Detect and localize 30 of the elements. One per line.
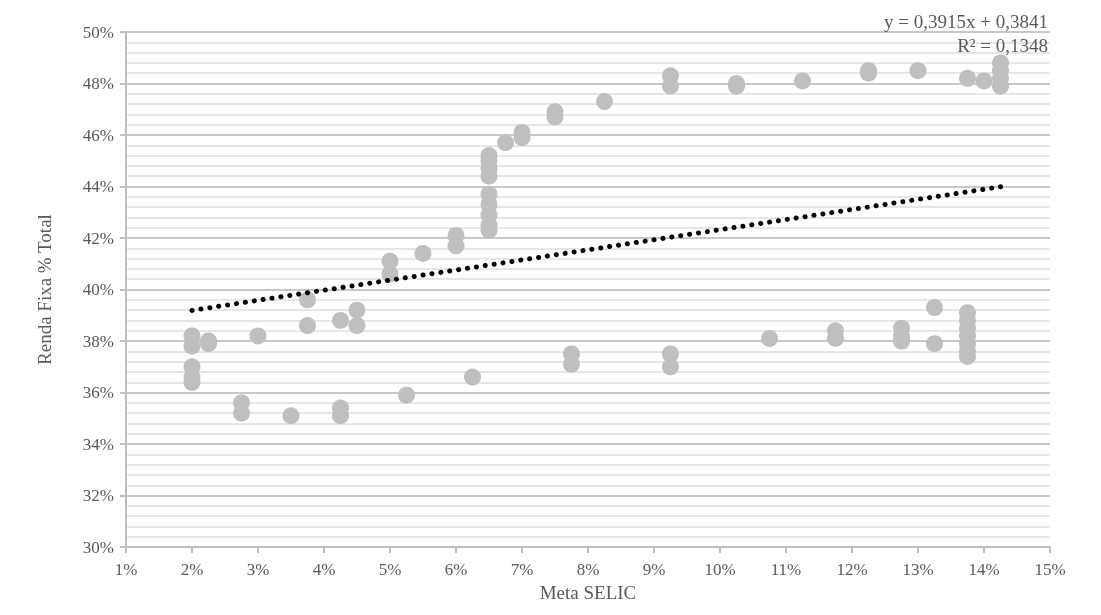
x-tick-label: 8%	[576, 560, 600, 580]
y-tick-label: 36%	[82, 383, 114, 403]
x-tick-label: 5%	[378, 560, 402, 580]
x-tick-label: 1%	[114, 560, 138, 580]
x-tick-label: 7%	[510, 560, 534, 580]
x-tick-label: 13%	[902, 560, 934, 580]
x-tick-label: 2%	[180, 560, 204, 580]
x-tick-label: 12%	[836, 560, 868, 580]
x-tick-label: 6%	[444, 560, 468, 580]
x-tick-label: 11%	[770, 560, 802, 580]
x-tick-label: 3%	[246, 560, 270, 580]
y-tick-label: 30%	[82, 537, 114, 557]
y-tick-label: 40%	[82, 280, 114, 300]
x-axis-title: Meta SELIC	[539, 582, 637, 603]
y-tick-label: 32%	[82, 486, 114, 506]
x-tick-label: 4%	[312, 560, 336, 580]
y-tick-label: 42%	[82, 228, 114, 248]
y-tick-label: 34%	[82, 434, 114, 454]
y-tick-label: 38%	[82, 331, 114, 351]
y-tick-label: 46%	[82, 125, 114, 145]
y-axis-title: Renda Fixa % Total	[34, 214, 55, 365]
annotation: R² = 0,1348	[957, 35, 1048, 56]
x-tick-label: 14%	[968, 560, 1000, 580]
text: y = 0,3915x + 0,3841	[884, 11, 1048, 32]
y-tick-label: 44%	[82, 177, 114, 197]
y-tick-label: 48%	[82, 74, 114, 94]
x-tick-label: 10%	[704, 560, 736, 580]
y-tick-label: 50%	[82, 22, 114, 42]
x-tick-label: 15%	[1034, 560, 1066, 580]
x-tick-label: 9%	[642, 560, 666, 580]
